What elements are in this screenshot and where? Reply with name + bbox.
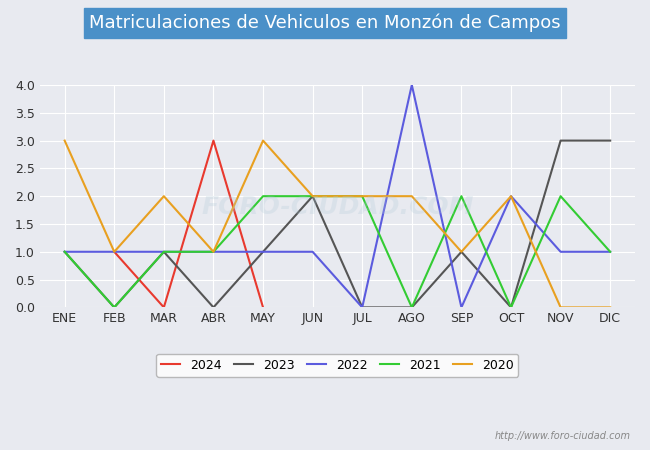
- Text: FORO-CIUDAD.COM: FORO-CIUDAD.COM: [202, 195, 474, 219]
- Text: Matriculaciones de Vehiculos en Monzón de Campos: Matriculaciones de Vehiculos en Monzón d…: [89, 14, 561, 32]
- Text: http://www.foro-ciudad.com: http://www.foro-ciudad.com: [495, 431, 630, 441]
- Legend: 2024, 2023, 2022, 2021, 2020: 2024, 2023, 2022, 2021, 2020: [157, 354, 519, 377]
